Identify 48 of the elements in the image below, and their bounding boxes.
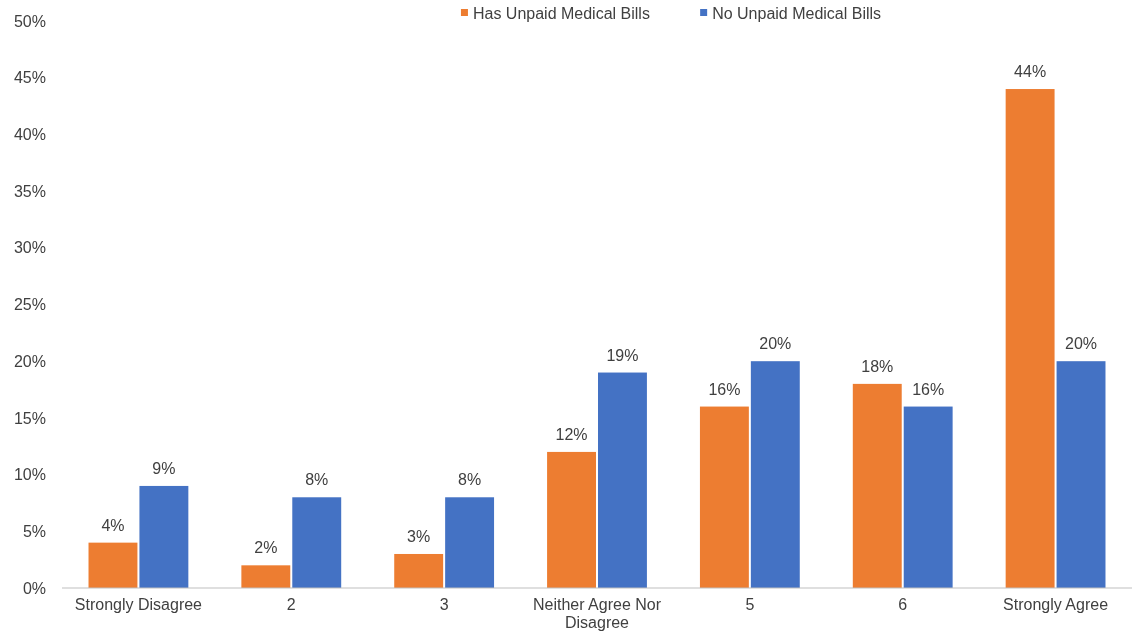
y-tick-label: 50% <box>13 12 46 30</box>
data-label: 9% <box>152 459 176 477</box>
x-tick-label: 2 <box>286 596 296 613</box>
bar <box>445 497 495 588</box>
y-tick-label: 35% <box>13 182 46 200</box>
data-label: 20% <box>1065 335 1098 353</box>
y-tick-label: 40% <box>13 126 46 143</box>
data-label: 2% <box>254 539 278 557</box>
bar <box>852 383 902 588</box>
x-tick-label: 5 <box>745 596 755 613</box>
y-tick-label: 15% <box>13 409 46 427</box>
bar <box>1005 89 1055 588</box>
data-label: 3% <box>407 527 431 545</box>
bar <box>598 372 647 588</box>
legend-label: Has Unpaid Medical Bills <box>472 4 650 22</box>
x-tick-label: Strongly Disagree <box>74 596 203 613</box>
x-tick-label: 3 <box>439 596 449 613</box>
bar <box>1056 361 1106 588</box>
bar <box>241 565 291 588</box>
y-tick-label: 30% <box>13 239 46 257</box>
data-label: 18% <box>861 357 894 375</box>
y-tick-label: 0% <box>22 579 46 597</box>
y-tick-label: 45% <box>13 69 46 87</box>
data-label: 16% <box>912 380 945 398</box>
data-label: 16% <box>708 380 741 398</box>
y-tick-label: 10% <box>13 466 46 484</box>
x-tick-label: Strongly Agree <box>1003 596 1109 613</box>
y-tick-label: 20% <box>13 352 46 370</box>
data-label: 44% <box>1014 63 1047 81</box>
data-label: 20% <box>759 335 792 353</box>
data-label: 12% <box>555 425 588 443</box>
bar <box>88 542 138 588</box>
bar <box>292 497 342 588</box>
y-tick-label: 25% <box>13 296 46 314</box>
data-label: 8% <box>305 471 329 489</box>
data-label: 8% <box>458 471 482 489</box>
bar <box>394 553 444 588</box>
data-label: 4% <box>101 516 125 534</box>
legend-label: No Unpaid Medical Bills <box>712 4 882 22</box>
bar <box>750 361 800 588</box>
y-tick-label: 5% <box>22 522 46 540</box>
bar <box>139 485 189 588</box>
data-label: 19% <box>606 346 639 364</box>
bar <box>699 406 749 588</box>
x-tick-label: 6 <box>898 596 908 613</box>
bar <box>547 451 596 588</box>
bar <box>903 406 953 588</box>
x-tick-label: Neither Agree Nor Disagree <box>532 596 662 631</box>
